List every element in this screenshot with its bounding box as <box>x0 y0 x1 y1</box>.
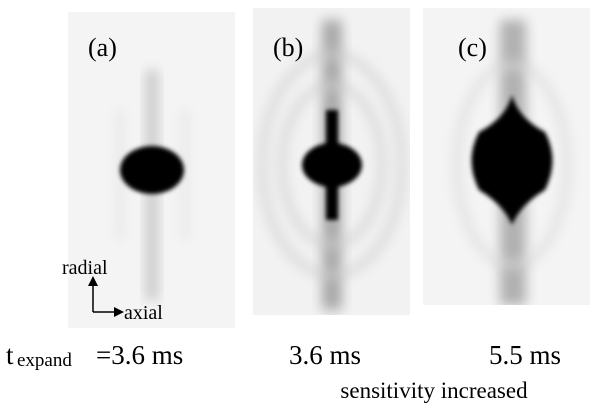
caption-subscript: expand <box>17 350 72 371</box>
axis-label: radial <box>62 257 108 279</box>
caption: t <box>6 340 14 370</box>
caption: 3.6 ms <box>289 340 361 370</box>
panel-label: (a) <box>88 33 117 62</box>
panel-label: (c) <box>458 33 487 62</box>
image-panel <box>423 8 590 305</box>
panel-label: (b) <box>273 33 303 62</box>
caption-note: sensitivity increased <box>340 378 528 403</box>
caption: =3.6 ms <box>96 340 183 370</box>
image-panel <box>68 12 235 328</box>
caption: 5.5 ms <box>489 340 561 370</box>
axis-arrows <box>88 276 124 317</box>
axis-label: axial <box>124 302 163 324</box>
image-panel <box>253 8 410 315</box>
